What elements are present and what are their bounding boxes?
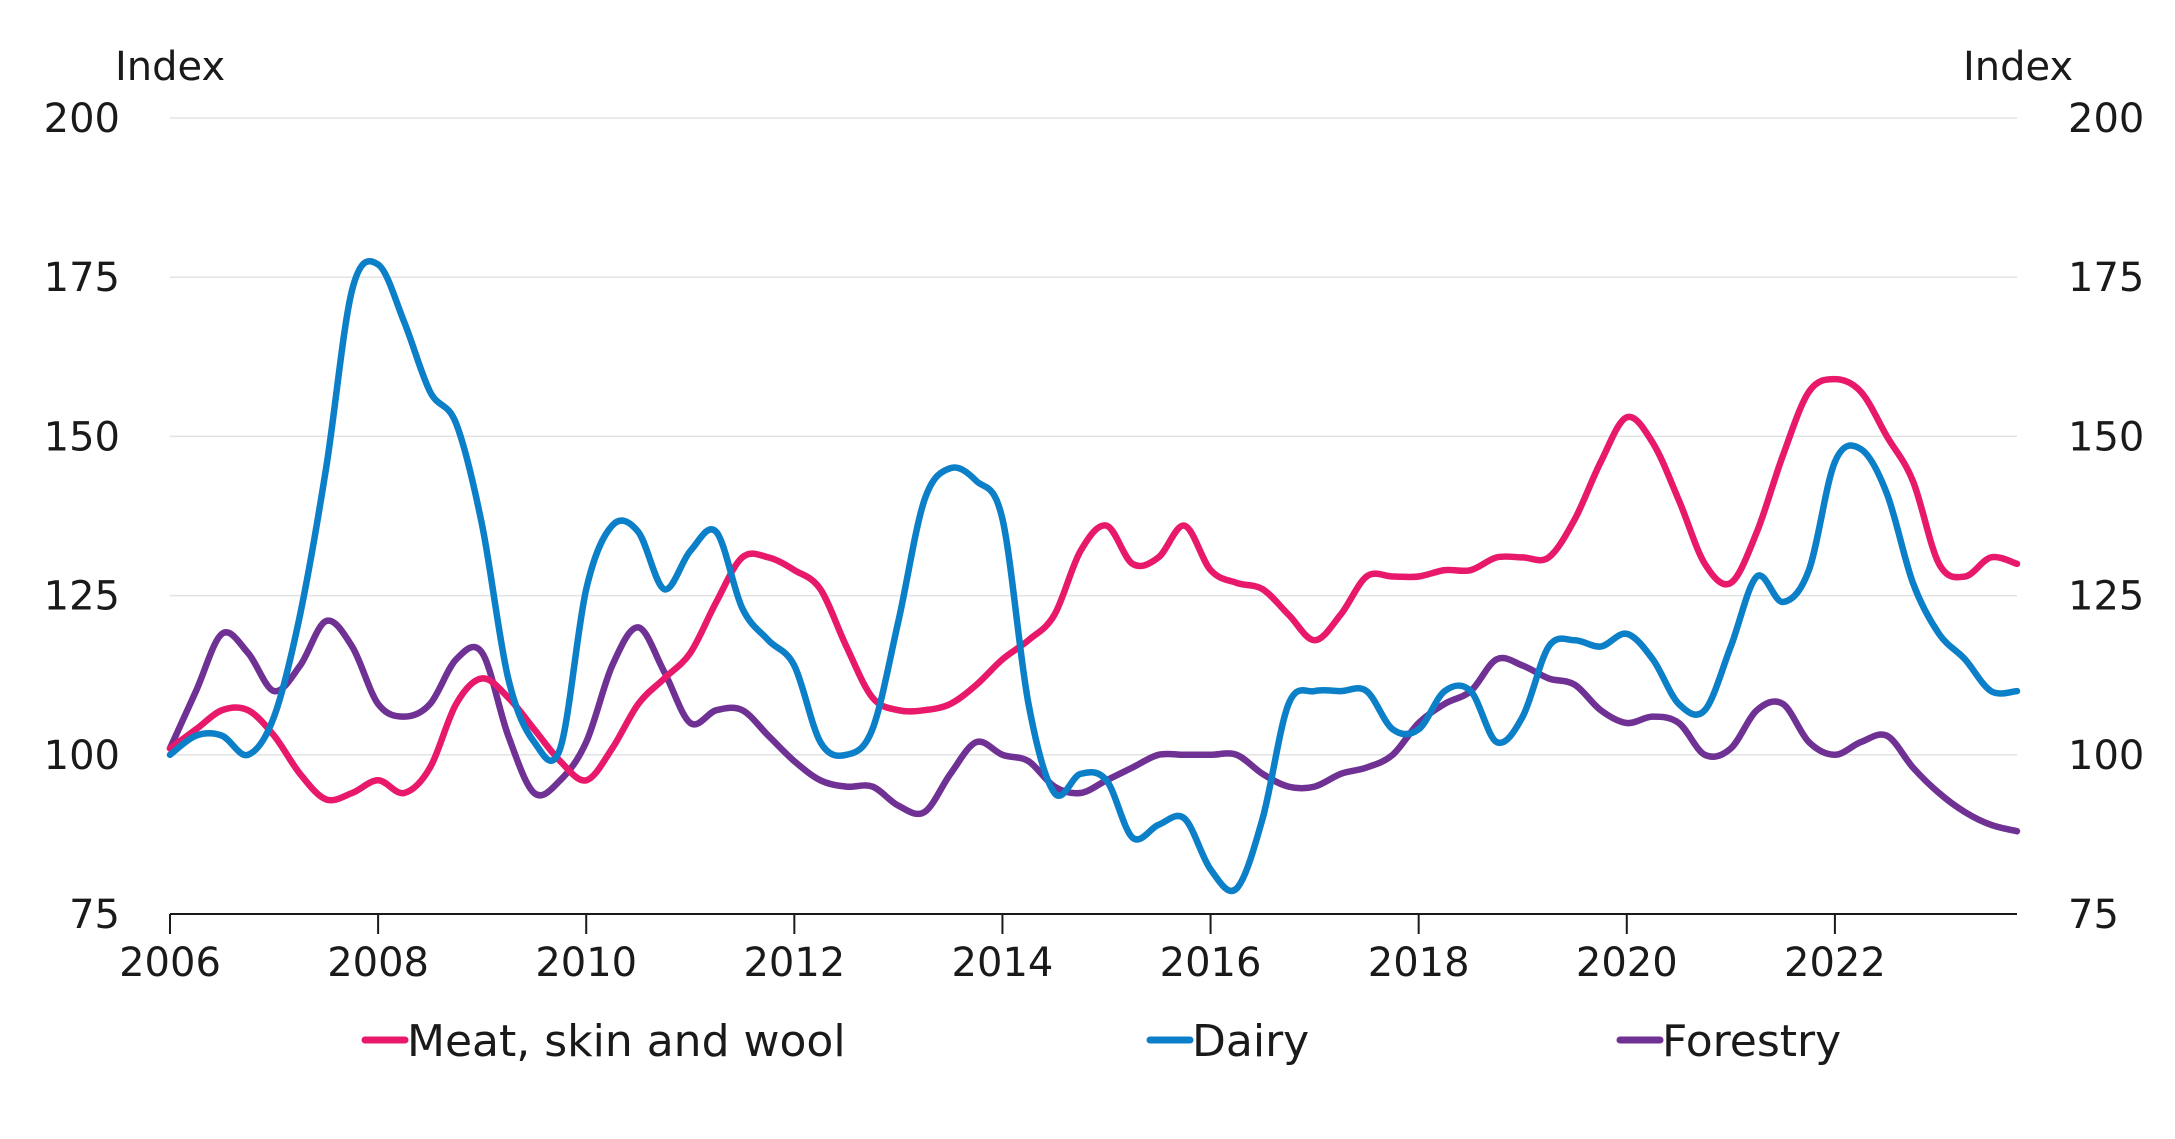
series-layer	[166, 258, 2021, 894]
y-tick-right-label: 100	[2068, 733, 2144, 779]
y-tick-left-label: 75	[69, 892, 120, 938]
x-tick-label: 2020	[1576, 940, 1678, 986]
y-tick-left-label: 100	[44, 733, 120, 779]
x-tick-label: 2016	[1160, 940, 1262, 986]
legend-label-dairy: Dairy	[1192, 1016, 1309, 1067]
legend-label-forestry: Forestry	[1662, 1016, 1841, 1067]
y-tick-left-label: 200	[44, 96, 120, 142]
y-axis-right: 75 100 125 150 175 200	[2068, 96, 2144, 938]
series-line-meat-skin-and-wool	[166, 375, 2021, 804]
series-line-forestry	[166, 617, 2021, 835]
y-axis-left: 75 100 125 150 175 200	[44, 96, 120, 938]
x-tick-label: 2012	[743, 940, 845, 986]
y-tick-left-label: 175	[44, 255, 120, 301]
legend: Meat, skin and wool Dairy Forestry	[361, 1016, 1841, 1067]
y-unit-right: Index	[1963, 44, 2073, 90]
series-line-dairy	[166, 258, 2021, 894]
y-tick-right-label: 75	[2068, 892, 2119, 938]
y-tick-right-label: 200	[2068, 96, 2144, 142]
gridlines	[170, 117, 2017, 756]
y-tick-right-label: 150	[2068, 414, 2144, 460]
x-tick-label: 2010	[535, 940, 637, 986]
x-axis-ticks: 2006 2008 2010 2012 2014 2016 2018 2020 2022	[119, 914, 1886, 986]
x-tick-label: 2022	[1784, 940, 1886, 986]
y-tick-left-label: 125	[44, 574, 120, 620]
x-tick-label: 2006	[119, 940, 221, 986]
x-tick-label: 2018	[1368, 940, 1470, 986]
legend-label-meat-skin-and-wool: Meat, skin and wool	[407, 1016, 846, 1067]
y-tick-left-label: 150	[44, 414, 120, 460]
x-tick-label: 2014	[952, 940, 1054, 986]
y-tick-right-label: 175	[2068, 255, 2144, 301]
y-tick-right-label: 125	[2068, 574, 2144, 620]
y-unit-left: Index	[115, 44, 225, 90]
x-tick-label: 2008	[327, 940, 429, 986]
